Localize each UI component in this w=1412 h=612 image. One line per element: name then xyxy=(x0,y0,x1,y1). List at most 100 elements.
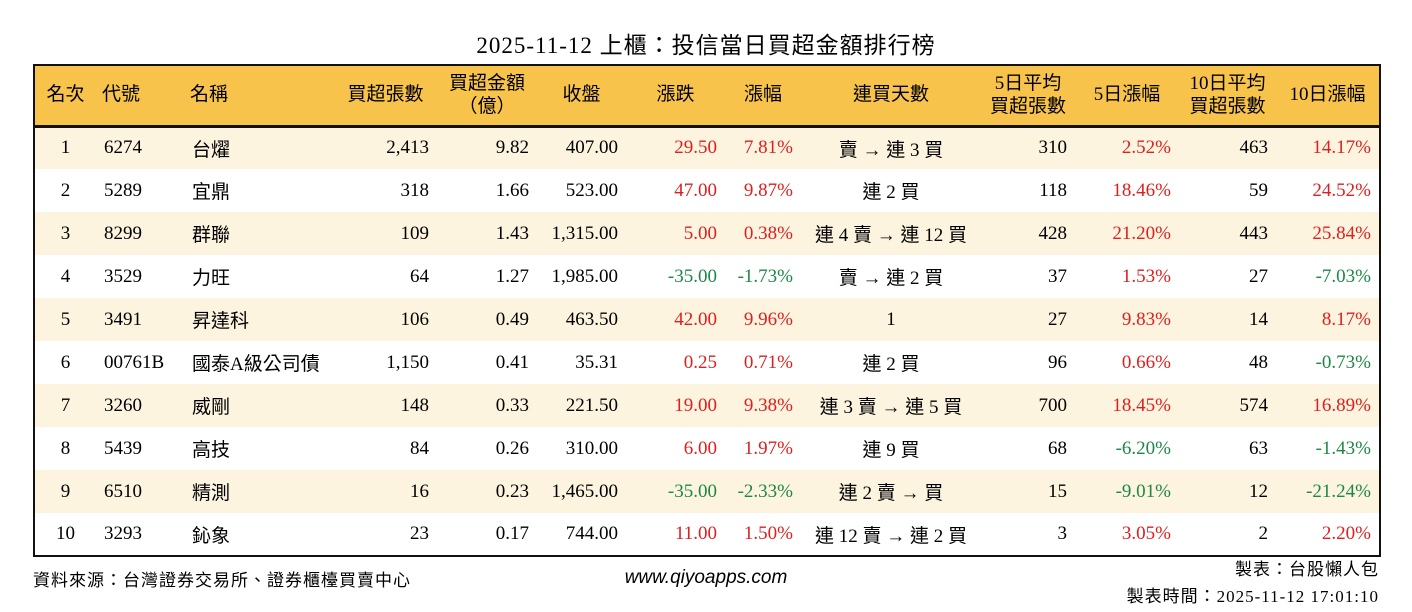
cell-code: 6510 xyxy=(104,480,142,502)
cell-amount: 0.23 xyxy=(495,480,529,502)
table-row: 1 6274 台燿 2,413 9.82 407.00 29.50 7.81% 賣 → 連 3 … xyxy=(34,126,1380,169)
cell-avg5: 68 xyxy=(1048,437,1067,459)
cell-name: 鈊象 xyxy=(192,525,231,547)
cell-rank: 7 xyxy=(60,394,71,416)
cell-volume: 318 xyxy=(400,179,430,201)
cell-avg10: 12 xyxy=(1249,480,1268,502)
table-body: 1 6274 台燿 2,413 9.82 407.00 29.50 7.81% 賣 → 連 3 … xyxy=(34,126,1380,556)
website-url: www.qiyoapps.com xyxy=(624,567,788,588)
cell-avg5: 3 xyxy=(1057,523,1068,544)
cell-change_pct: 9.87% xyxy=(743,179,793,201)
cell-name: 台燿 xyxy=(192,139,231,161)
cell-name: 群聯 xyxy=(192,225,231,246)
cell-avg5: 310 xyxy=(1038,137,1068,159)
cell-amount: 0.33 xyxy=(495,394,529,416)
table-row: 7 3260 威剛 148 0.33 221.50 19.00 9.38% 連 3 賣 → 連 … xyxy=(34,384,1380,427)
cell-change_pct: 0.71% xyxy=(743,351,793,373)
cell-streak: 連 2 買 xyxy=(862,354,920,375)
cell-code: 8299 xyxy=(104,222,142,244)
cell-change_pct: -2.33% xyxy=(737,480,793,502)
data-source-note: 資料來源：台灣證券交易所、證券櫃檯買賣中心 xyxy=(33,571,411,590)
table-row: 3 8299 群聯 109 1.43 1,315.00 5.00 0.38% 連 4 賣 → 連… xyxy=(34,212,1380,255)
cell-streak: 連 9 買 xyxy=(862,440,920,461)
cell-volume: 16 xyxy=(410,480,429,502)
cell-rank: 4 xyxy=(60,265,71,287)
cell-pct10: 25.84% xyxy=(1312,222,1371,244)
cell-name: 威剛 xyxy=(192,397,231,418)
cell-avg10: 63 xyxy=(1249,437,1268,459)
cell-pct5: 21.20% xyxy=(1112,222,1171,244)
credit-block: 製表：台股懶人包 製表時間：2025-11-12 17:01:10 xyxy=(1127,556,1379,610)
cell-change: 0.25 xyxy=(683,351,717,373)
cell-pct10: 2.20% xyxy=(1321,523,1371,544)
cell-avg5: 118 xyxy=(1039,179,1067,201)
cell-volume: 106 xyxy=(400,308,430,330)
cell-streak: 連 3 賣 → 連 5 買 xyxy=(819,397,963,418)
cell-code: 00761B xyxy=(104,351,165,373)
table-header: 名次 代號 名稱 買超張數 買超金額 （億） 收盤 漲跌 漲幅 連買天數 5日平均 買超張數 5日漲… xyxy=(34,65,1380,128)
table-row: 4 3529 力旺 64 1.27 1,985.00 -35.00 -1.73% 賣 → 連 2… xyxy=(34,255,1380,298)
cell-streak: 賣 → 連 3 買 xyxy=(838,139,944,161)
table-row: 6 00761B 國泰A級公司債 1,150 0.41 35.31 0.25 0.71% 連 2… xyxy=(34,341,1380,384)
cell-avg10: 59 xyxy=(1249,179,1268,201)
column-header-avg5: 5日平均 買超張數 xyxy=(981,65,1075,128)
cell-avg10: 27 xyxy=(1249,265,1268,287)
cell-code: 5289 xyxy=(104,179,142,201)
cell-close: 35.31 xyxy=(575,351,618,373)
cell-close: 744.00 xyxy=(565,523,618,544)
column-header-close: 收盤 xyxy=(537,65,626,128)
cell-amount: 1.27 xyxy=(495,265,529,287)
cell-change_pct: -1.73% xyxy=(737,265,793,287)
cell-avg10: 443 xyxy=(1239,222,1269,244)
cell-name: 昇達科 xyxy=(192,311,250,332)
cell-code: 3260 xyxy=(104,394,142,416)
column-header-pct5: 5日漲幅 xyxy=(1075,65,1179,128)
cell-avg5: 15 xyxy=(1048,480,1067,502)
cell-close: 1,315.00 xyxy=(551,222,619,244)
cell-volume: 64 xyxy=(410,265,429,287)
table-row: 9 6510 精測 16 0.23 1,465.00 -35.00 -2.33% 連 2 賣 →… xyxy=(34,470,1380,513)
column-header-pct10: 10日漲幅 xyxy=(1276,65,1380,128)
cell-pct10: 8.17% xyxy=(1321,308,1371,330)
cell-change: 19.00 xyxy=(674,394,717,416)
credit-author: 製表：台股懶人包 xyxy=(1235,560,1379,579)
cell-volume: 1,150 xyxy=(386,351,429,373)
cell-change: -35.00 xyxy=(667,265,717,287)
cell-amount: 9.82 xyxy=(495,137,529,159)
cell-code: 3293 xyxy=(104,523,142,544)
cell-change_pct: 9.96% xyxy=(743,308,793,330)
cell-streak: 賣 → 連 2 買 xyxy=(838,268,944,289)
cell-avg5: 700 xyxy=(1038,394,1068,416)
credit-timestamp: 製表時間：2025-11-12 17:01:10 xyxy=(1126,587,1379,606)
cell-pct5: 0.66% xyxy=(1121,351,1171,373)
cell-volume: 2,413 xyxy=(386,137,429,159)
cell-close: 1,985.00 xyxy=(551,265,619,287)
cell-amount: 0.49 xyxy=(495,308,529,330)
cell-rank: 1 xyxy=(60,137,71,159)
cell-volume: 84 xyxy=(410,437,429,459)
column-header-rank: 名次 xyxy=(34,65,96,128)
cell-pct5: -6.20% xyxy=(1115,437,1171,459)
cell-amount: 0.26 xyxy=(495,437,529,459)
cell-close: 1,465.00 xyxy=(551,480,619,502)
cell-pct5: 1.53% xyxy=(1121,265,1171,287)
cell-pct10: -0.73% xyxy=(1315,351,1371,373)
cell-close: 221.50 xyxy=(565,394,618,416)
cell-change: 5.00 xyxy=(683,222,717,244)
cell-name: 高技 xyxy=(192,440,231,461)
cell-change: 42.00 xyxy=(674,308,717,330)
cell-volume: 148 xyxy=(400,394,430,416)
cell-change_pct: 1.97% xyxy=(743,437,793,459)
column-header-change: 漲跌 xyxy=(626,65,725,128)
cell-name: 國泰A級公司債 xyxy=(192,354,320,375)
cell-pct10: 24.52% xyxy=(1312,179,1371,201)
cell-close: 463.50 xyxy=(565,308,618,330)
cell-code: 6274 xyxy=(104,137,142,159)
cell-change: 29.50 xyxy=(674,137,717,159)
cell-pct10: -7.03% xyxy=(1315,265,1371,287)
column-header-change_pct: 漲幅 xyxy=(725,65,801,128)
cell-pct5: 3.05% xyxy=(1121,523,1171,544)
cell-pct10: 14.17% xyxy=(1312,137,1371,159)
cell-amount: 0.17 xyxy=(495,523,529,544)
